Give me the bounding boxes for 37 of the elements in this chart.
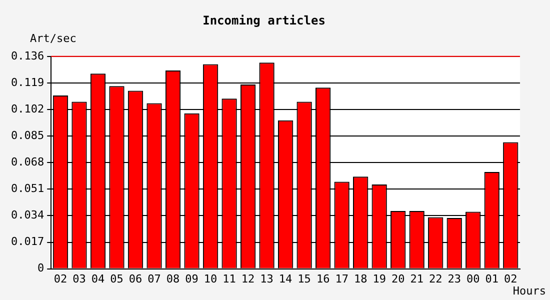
- x-tick-label: 20: [391, 272, 405, 286]
- x-tick-label: 12: [241, 272, 255, 286]
- y-tick-label: 0.017: [10, 235, 44, 248]
- x-tick-label: 09: [185, 272, 198, 286]
- x-tick-label: 03: [72, 272, 86, 286]
- x-tick-label: 00: [466, 272, 480, 286]
- x-axis-title: Hours: [512, 284, 546, 298]
- y-tick-label: 0.051: [10, 182, 44, 196]
- x-tick-label: 15: [298, 272, 311, 286]
- x-tick-label: 06: [128, 272, 142, 286]
- x-tick-label: 10: [204, 272, 218, 286]
- x-tick-label: 23: [448, 272, 461, 286]
- y-tick-label: 0.136: [10, 49, 44, 62]
- x-tick-label: 16: [316, 272, 330, 286]
- x-tick-label: 19: [372, 272, 386, 286]
- y-axis-title: Art/sec: [30, 32, 76, 45]
- y-tick-label: 0.102: [10, 102, 44, 116]
- x-tick-label: 21: [410, 272, 424, 286]
- chart-title: Incoming articles: [202, 13, 326, 28]
- x-tick-label: 07: [148, 272, 161, 286]
- y-tick-label: 0.085: [10, 128, 44, 142]
- x-tick-label: 02: [54, 272, 68, 286]
- y-tick-label: 0: [37, 262, 44, 275]
- x-tick-label: 18: [354, 272, 368, 286]
- x-tick-label: 02: [504, 272, 518, 286]
- x-tick-label: 05: [110, 272, 124, 286]
- x-tick-label: 01: [485, 272, 498, 286]
- x-tick-label: 14: [278, 272, 293, 286]
- y-tick-label: 0.068: [10, 155, 44, 168]
- x-tick-label: 08: [166, 272, 180, 286]
- x-tick-label: 22: [428, 272, 442, 286]
- y-tick-label: 0.034: [10, 208, 44, 222]
- x-tick-label: 13: [260, 272, 274, 286]
- x-tick-label: 11: [222, 272, 236, 286]
- y-tick-label: 0.119: [10, 76, 44, 89]
- x-tick-label: 17: [335, 272, 348, 286]
- x-tick-label: 04: [91, 272, 105, 286]
